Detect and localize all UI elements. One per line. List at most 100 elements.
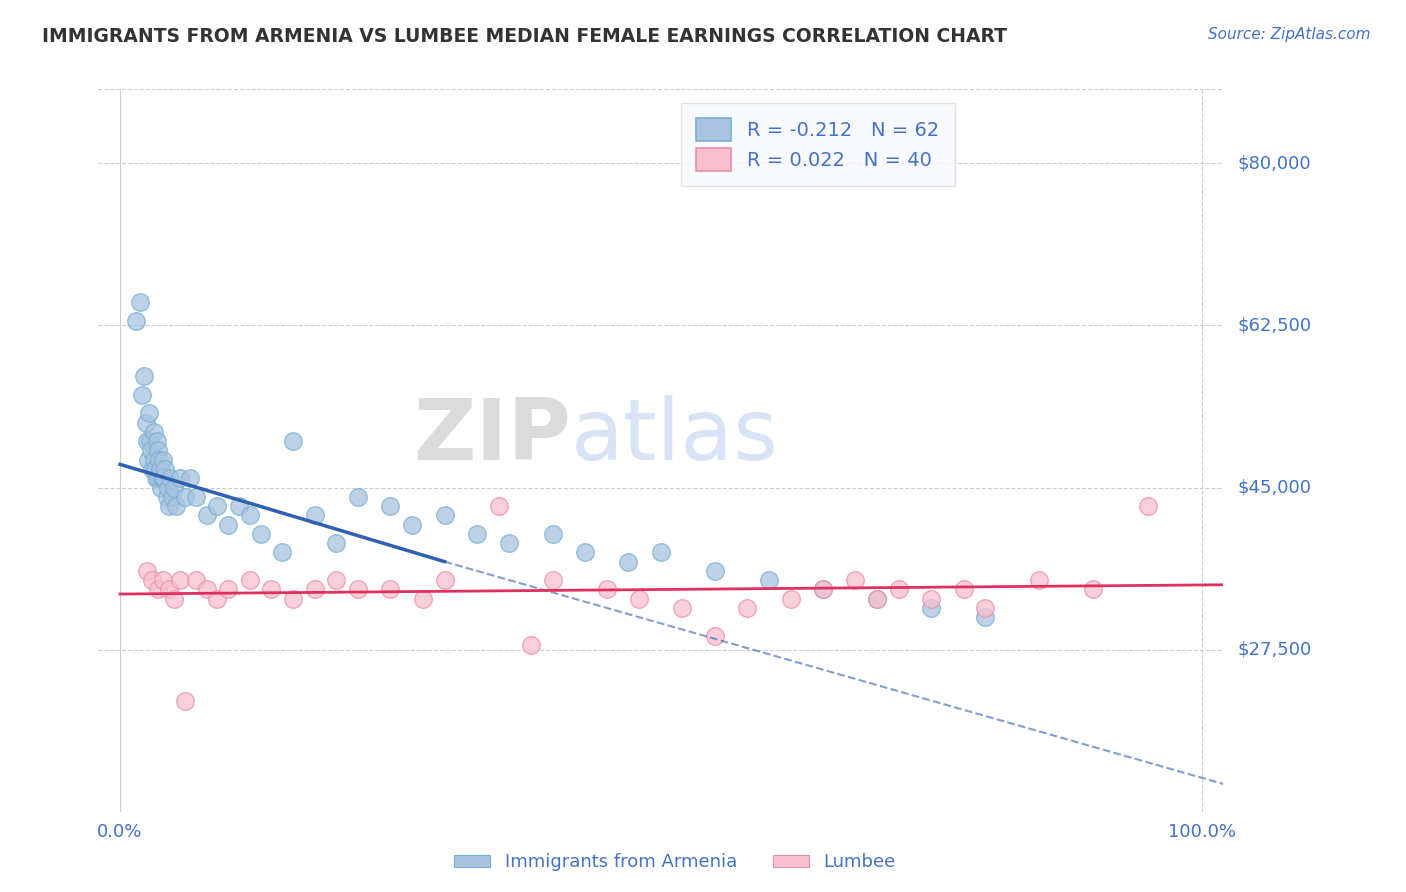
Point [136,452,159,467]
Point [811,582,834,597]
Point [169,573,191,587]
Point [380,582,402,597]
Point [155,462,177,476]
Point [150,471,173,485]
Point [142,425,165,439]
Point [146,434,169,449]
Point [174,490,197,504]
Point [150,481,173,495]
Point [920,591,942,606]
Text: Source: ZipAtlas.com: Source: ZipAtlas.com [1208,27,1371,42]
Point [143,462,166,476]
Point [974,601,997,615]
Point [148,452,170,467]
Point [125,314,148,328]
Point [304,582,326,597]
Point [887,582,910,597]
Point [145,471,167,485]
Point [142,452,165,467]
Point [239,508,262,523]
Point [239,573,262,587]
Point [671,601,693,615]
Point [574,545,596,559]
Point [401,517,423,532]
Point [281,434,304,449]
Point [195,508,218,523]
Point [131,388,153,402]
Point [974,610,997,624]
Point [138,406,160,420]
Point [217,582,239,597]
Text: $27,500: $27,500 [1237,640,1312,658]
Point [779,591,801,606]
Point [217,517,239,532]
Point [433,508,456,523]
Point [1083,582,1105,597]
Point [157,499,180,513]
Point [260,582,283,597]
Point [228,499,250,513]
Point [703,629,725,643]
Point [136,564,159,578]
Point [184,490,207,504]
Point [596,582,619,597]
Point [433,573,456,587]
Point [304,508,326,523]
Text: $45,000: $45,000 [1237,478,1312,497]
Point [152,452,174,467]
Point [866,591,889,606]
Point [169,471,191,485]
Point [179,471,201,485]
Point [207,591,229,606]
Point [737,601,759,615]
Point [157,582,180,597]
Legend: R = -0.212   N = 62, R = 0.022   N = 40: R = -0.212 N = 62, R = 0.022 N = 40 [681,103,955,186]
Point [149,462,172,476]
Text: $80,000: $80,000 [1237,154,1310,172]
Point [271,545,294,559]
Point [325,573,347,587]
Point [128,295,150,310]
Point [174,693,197,707]
Point [520,638,543,652]
Point [159,471,181,485]
Legend: Immigrants from Armenia, Lumbee: Immigrants from Armenia, Lumbee [447,847,903,879]
Point [380,499,402,513]
Point [163,591,186,606]
Point [135,416,157,430]
Point [195,582,218,597]
Text: atlas: atlas [571,394,779,477]
Point [152,573,174,587]
Point [139,434,162,449]
Point [146,443,169,458]
Point [541,573,564,587]
Point [498,536,520,550]
Point [412,591,434,606]
Point [132,369,155,384]
Point [650,545,672,559]
Point [165,499,187,513]
Point [811,582,834,597]
Point [844,573,866,587]
Point [347,582,370,597]
Point [465,526,488,541]
Point [952,582,974,597]
Point [153,471,176,485]
Point [628,591,651,606]
Point [146,582,169,597]
Point [207,499,229,513]
Point [136,434,159,449]
Point [281,591,304,606]
Point [866,591,889,606]
Point [163,481,186,495]
Text: IMMIGRANTS FROM ARMENIA VS LUMBEE MEDIAN FEMALE EARNINGS CORRELATION CHART: IMMIGRANTS FROM ARMENIA VS LUMBEE MEDIAN… [42,27,1007,45]
Point [1136,499,1159,513]
Point [758,573,780,587]
Point [920,601,942,615]
Text: ZIP: ZIP [413,394,571,477]
Point [488,499,510,513]
Point [1028,573,1050,587]
Point [347,490,370,504]
Point [141,573,163,587]
Point [184,573,207,587]
